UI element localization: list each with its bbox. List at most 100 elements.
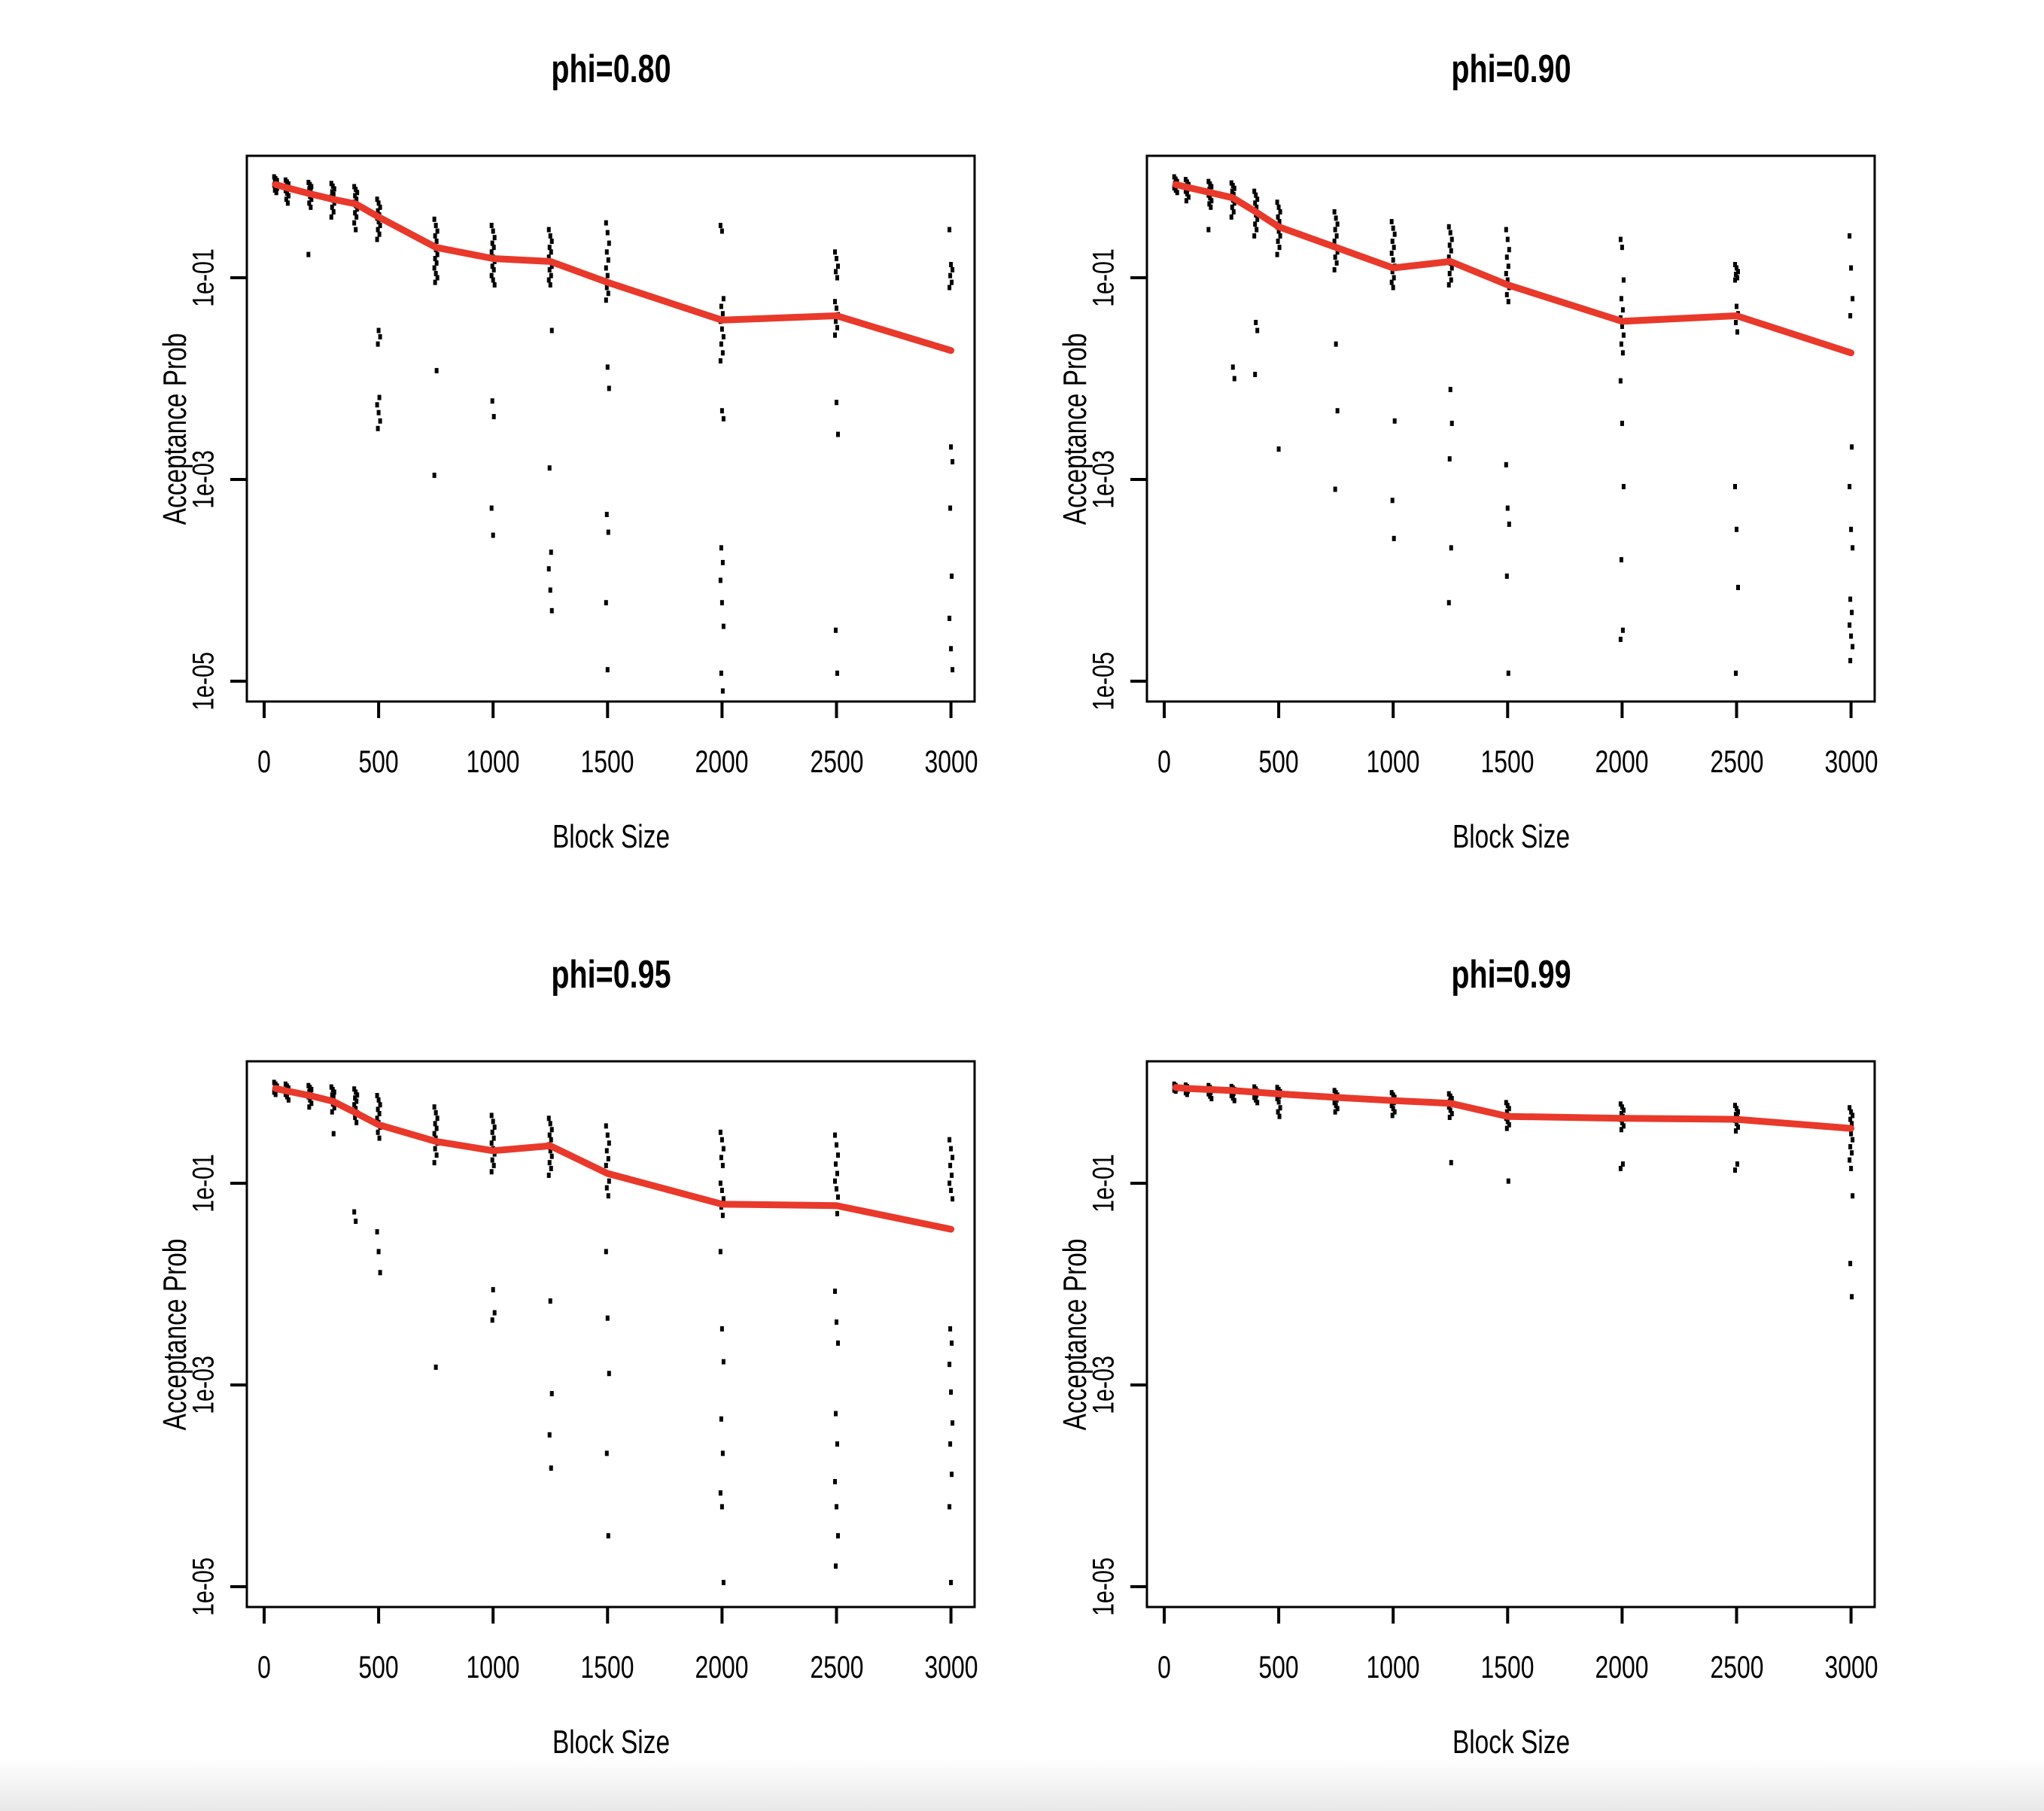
scatter-point [719, 1416, 723, 1422]
scatter-point [491, 1135, 496, 1141]
scatter-point [1332, 208, 1337, 215]
scatter-point [491, 1119, 495, 1125]
scatter-point [1390, 1112, 1395, 1119]
scatter-point [330, 183, 335, 189]
scatter-point [1392, 418, 1397, 424]
scatter-point [720, 350, 725, 356]
scatter-point [376, 1097, 381, 1103]
scatter-point [718, 358, 722, 364]
scatter-point [352, 220, 357, 226]
scatter-point [1851, 1193, 1855, 1199]
scatter-point [1252, 233, 1257, 239]
scatter-point [330, 1109, 334, 1115]
scatter-point [286, 181, 290, 187]
scatter-point [1848, 1261, 1853, 1267]
scatter-point [1449, 1096, 1454, 1102]
x-tick-label: 2500 [809, 1649, 864, 1685]
scatter-point [548, 1121, 552, 1127]
scatter-point [720, 311, 725, 317]
scatter-point [604, 1123, 608, 1129]
y-tick-label: 1e-01 [187, 1154, 221, 1213]
scatter-point [1618, 636, 1623, 642]
scatter-point [604, 600, 608, 606]
scatter-point [434, 1125, 439, 1131]
scatter-point [1505, 236, 1510, 242]
scatter-point [1230, 188, 1234, 194]
scatter-point [375, 1229, 379, 1235]
scatter-point [1848, 1157, 1852, 1163]
y-tick-label: 1e-03 [187, 1356, 221, 1414]
plot-box [1145, 154, 1876, 703]
scatter-point [606, 1533, 610, 1539]
scatter-point [1621, 277, 1626, 283]
scatter-point [1232, 376, 1236, 382]
scatter-point [490, 1129, 494, 1135]
scatter-point [354, 1089, 358, 1095]
scatter-point [491, 228, 495, 234]
scatter-point [491, 277, 495, 283]
scatter-point [1446, 254, 1451, 260]
window-bottom-edge [0, 1758, 2044, 1811]
scatter-point [1449, 236, 1454, 242]
scatter-point [1332, 239, 1337, 245]
scatter-point [1332, 266, 1337, 272]
scatter-point [1618, 1165, 1623, 1171]
scatter-point [546, 254, 551, 260]
scatter-point [947, 1180, 952, 1186]
scatter-point [949, 1389, 954, 1395]
scatter-point [355, 190, 360, 196]
scatter-point [835, 670, 839, 676]
scatter-point [1186, 194, 1191, 200]
scatter-point [1735, 303, 1738, 309]
scatter-point [719, 1155, 723, 1161]
scatter-point [719, 408, 724, 414]
scatter-point [274, 190, 278, 196]
scatter-point [309, 196, 314, 202]
scatter-point [352, 1209, 357, 1215]
scatter-point [376, 218, 381, 224]
scatter-point [1334, 233, 1339, 239]
scatter-point [1255, 204, 1259, 210]
scatter-point [549, 549, 553, 555]
scatter-point [719, 545, 723, 551]
scatter-point [1278, 233, 1282, 239]
scatter-point [950, 279, 954, 285]
scatter-point [607, 385, 611, 391]
scatter-point [950, 1472, 954, 1478]
scatter-point [835, 1504, 838, 1510]
scatter-point [835, 1441, 839, 1447]
scatter-point [1733, 277, 1737, 283]
scatter-point [607, 1371, 611, 1377]
scatter-point [352, 184, 357, 190]
x-tick-label: 1000 [1366, 1649, 1420, 1685]
scatter-point [606, 1155, 610, 1161]
x-tick-label: 2000 [695, 744, 749, 779]
scatter-point [719, 228, 724, 234]
scatter-point [432, 1131, 436, 1137]
x-tick-label: 2000 [695, 1649, 749, 1685]
scatter-point [1733, 1103, 1737, 1109]
scatter-point [721, 1359, 725, 1365]
scatter-point [433, 1146, 437, 1152]
scatter-point [836, 1533, 840, 1539]
scatter-point [1504, 291, 1509, 297]
y-tick-label: 1e-05 [1087, 1557, 1121, 1616]
scatter-point [1276, 228, 1281, 234]
scatter-point [547, 266, 552, 272]
scatter-point [376, 1249, 381, 1255]
scatter-point [1735, 329, 1739, 335]
scatter-point [1621, 1107, 1626, 1113]
scatter-point [836, 1152, 840, 1158]
x-tick-label: 1000 [466, 1649, 520, 1685]
scatter-point [353, 210, 357, 216]
x-tick-label: 500 [1258, 744, 1299, 779]
scatter-point [1277, 218, 1282, 224]
scatter-point [718, 1490, 722, 1496]
scatter-point [604, 1249, 608, 1255]
scatter-point [605, 230, 610, 236]
scatter-point [605, 1132, 610, 1138]
scatter-point [376, 327, 381, 333]
scatter-point [1734, 272, 1738, 278]
scatter-point [546, 566, 551, 572]
scatter-point [833, 1288, 837, 1294]
